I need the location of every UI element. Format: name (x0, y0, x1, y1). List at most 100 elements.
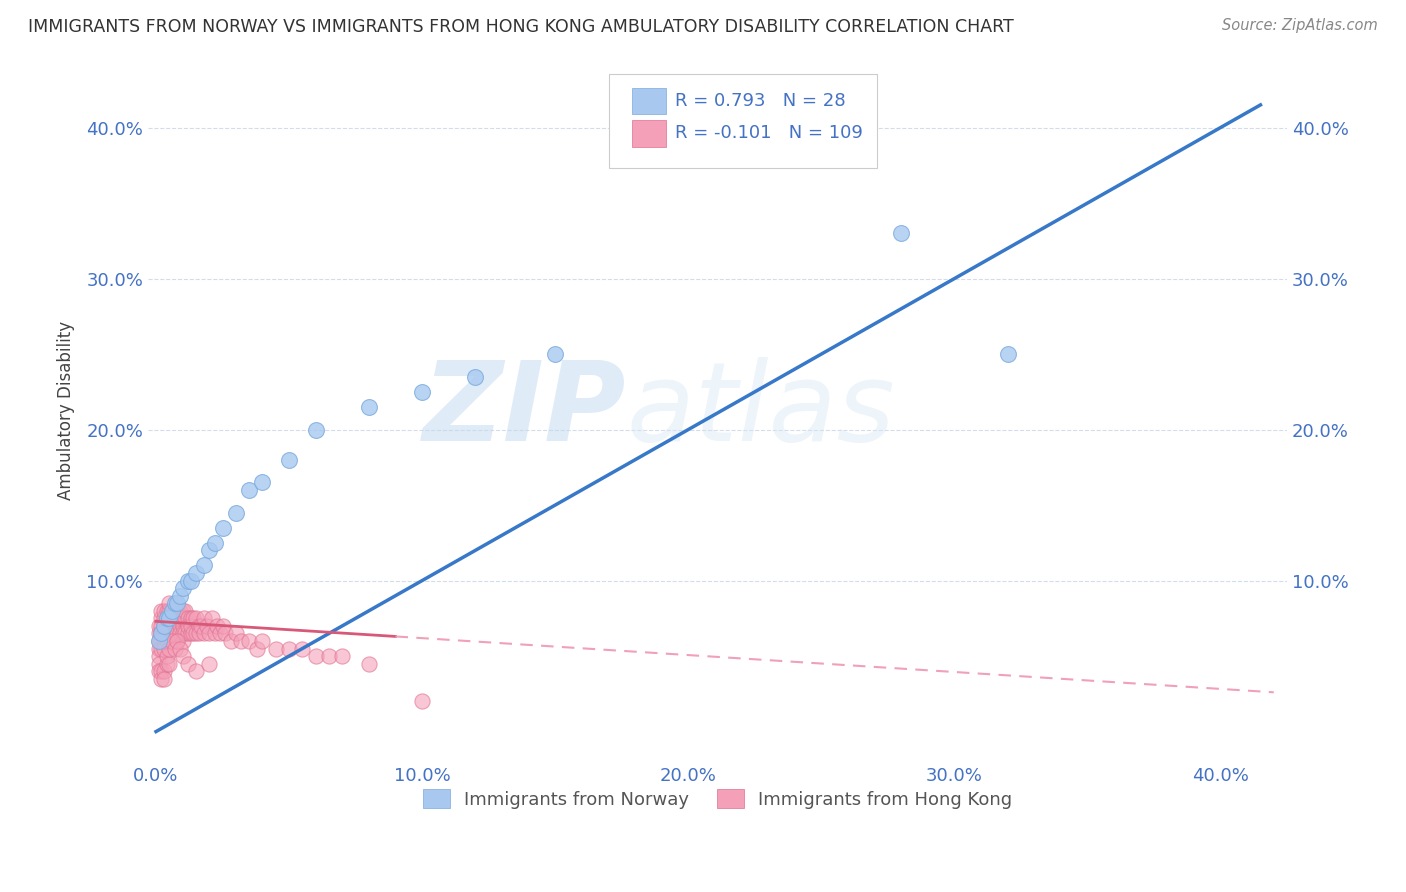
Text: atlas: atlas (627, 357, 896, 464)
FancyBboxPatch shape (609, 74, 877, 169)
Point (153, 672, 176, 686)
Point (166, 634, 188, 648)
Point (193, 626, 215, 640)
Point (330, 649, 353, 664)
Point (148, 634, 170, 648)
Point (166, 604, 188, 618)
Point (160, 604, 183, 618)
Point (187, 626, 209, 640)
Legend: Immigrants from Norway, Immigrants from Hong Kong: Immigrants from Norway, Immigrants from … (416, 782, 1019, 816)
Point (156, 626, 179, 640)
Point (193, 611, 215, 625)
Point (166, 596, 188, 610)
Point (214, 626, 236, 640)
Point (153, 604, 176, 618)
Point (305, 649, 328, 664)
Point (160, 611, 183, 625)
Point (177, 619, 200, 633)
Point (169, 626, 191, 640)
Text: R = -0.101   N = 109: R = -0.101 N = 109 (675, 124, 863, 143)
Point (169, 641, 191, 656)
Point (238, 634, 260, 648)
Point (252, 475, 274, 490)
Point (157, 619, 180, 633)
Point (148, 641, 170, 656)
Point (190, 619, 212, 633)
Point (464, 369, 486, 384)
Point (148, 657, 170, 671)
Point (204, 536, 226, 550)
Point (211, 521, 233, 535)
Point (204, 626, 226, 640)
Point (252, 634, 274, 648)
Text: R = 0.793   N = 28: R = 0.793 N = 28 (675, 92, 846, 110)
Point (156, 657, 179, 671)
Point (180, 626, 202, 640)
Point (148, 619, 170, 633)
Point (160, 634, 183, 648)
Point (163, 626, 186, 640)
Point (148, 649, 170, 664)
Point (238, 483, 260, 497)
Point (163, 604, 186, 618)
Point (156, 619, 179, 633)
FancyBboxPatch shape (633, 120, 666, 146)
Point (231, 634, 253, 648)
Point (278, 641, 301, 656)
Point (208, 626, 231, 640)
Point (157, 634, 180, 648)
Point (163, 596, 186, 610)
Point (153, 611, 176, 625)
Point (156, 604, 179, 618)
Point (544, 347, 567, 361)
Point (411, 694, 433, 708)
Point (172, 649, 194, 664)
Point (163, 641, 186, 656)
Point (169, 611, 191, 625)
Point (166, 634, 188, 648)
Point (150, 664, 173, 678)
Point (187, 619, 209, 633)
Point (411, 384, 433, 399)
Point (172, 619, 194, 633)
Point (172, 611, 194, 625)
Text: IMMIGRANTS FROM NORWAY VS IMMIGRANTS FROM HONG KONG AMBULATORY DISABILITY CORREL: IMMIGRANTS FROM NORWAY VS IMMIGRANTS FRO… (28, 18, 1014, 36)
Point (150, 611, 173, 625)
Point (195, 619, 218, 633)
Point (177, 657, 200, 671)
Point (181, 611, 204, 625)
Point (157, 611, 180, 625)
Point (174, 611, 197, 625)
Point (150, 641, 173, 656)
Point (181, 626, 204, 640)
Point (153, 641, 176, 656)
Point (205, 619, 228, 633)
Point (219, 634, 242, 648)
Point (193, 558, 215, 573)
Point (157, 604, 180, 618)
Point (198, 543, 221, 558)
Point (156, 634, 179, 648)
Point (172, 626, 194, 640)
Point (160, 634, 183, 648)
Point (291, 641, 314, 656)
Point (150, 634, 173, 648)
Point (318, 649, 340, 664)
Point (172, 604, 194, 618)
Point (157, 611, 180, 625)
Point (156, 611, 179, 625)
Point (148, 664, 170, 678)
Point (153, 664, 176, 678)
Point (225, 506, 247, 520)
Point (180, 574, 202, 588)
Point (166, 626, 188, 640)
Point (157, 657, 180, 671)
Point (184, 664, 207, 678)
Point (246, 641, 269, 656)
Point (997, 347, 1019, 361)
Point (177, 611, 200, 625)
Point (305, 423, 328, 437)
Point (150, 619, 173, 633)
Point (153, 619, 176, 633)
Point (177, 574, 200, 588)
